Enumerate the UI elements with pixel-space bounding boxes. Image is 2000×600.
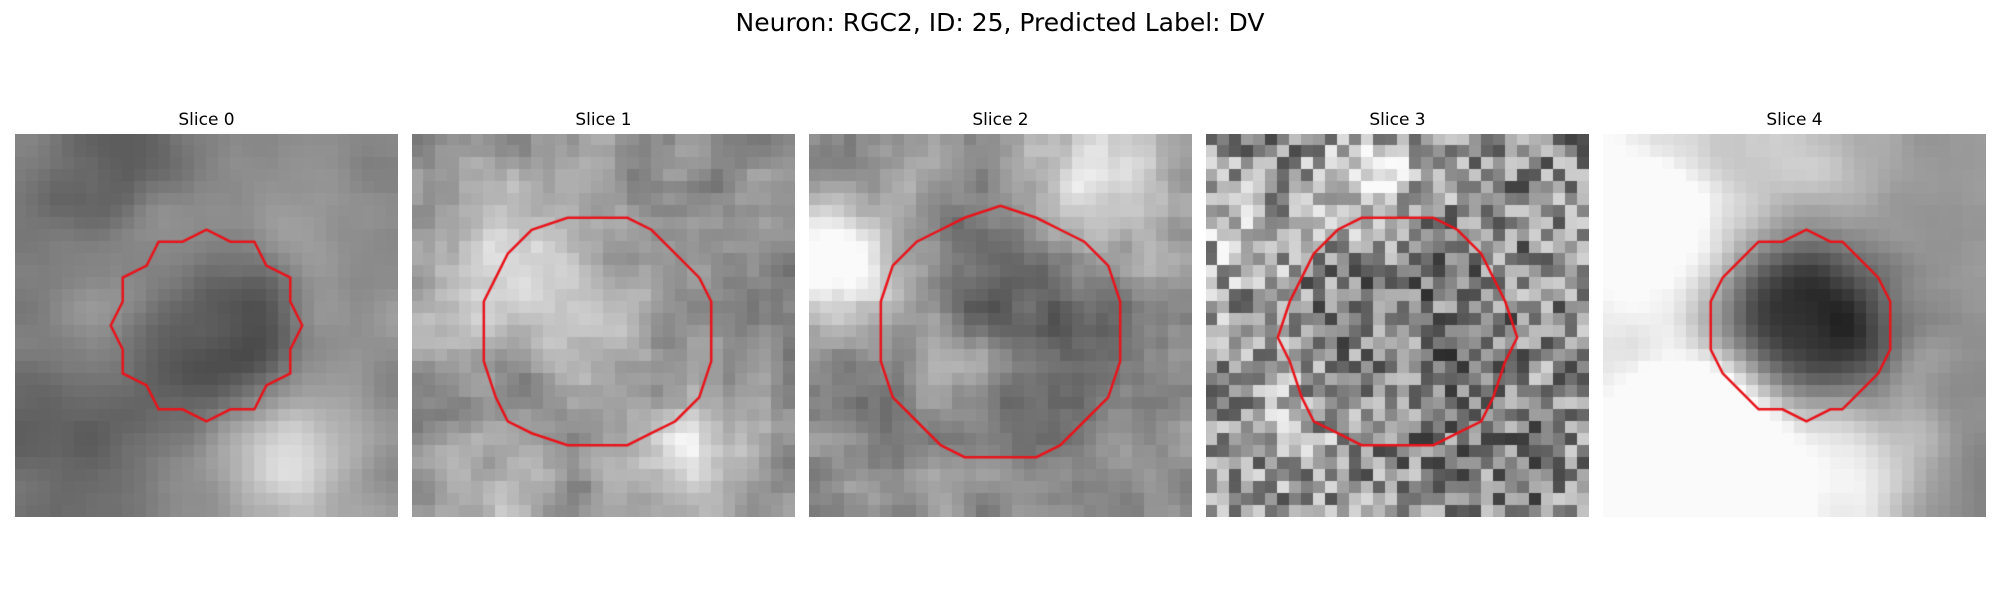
slice-title: Slice 1 <box>575 110 632 130</box>
slice-panel-2: Slice 2 <box>809 110 1192 517</box>
slice-title: Slice 3 <box>1369 110 1426 130</box>
slice-title: Slice 2 <box>972 110 1029 130</box>
slice-image <box>412 134 795 517</box>
slice-title: Slice 4 <box>1766 110 1823 130</box>
slice-title: Slice 0 <box>178 110 235 130</box>
slice-image <box>809 134 1192 517</box>
slice-panel-3: Slice 3 <box>1206 110 1589 517</box>
figure-title: Neuron: RGC2, ID: 25, Predicted Label: D… <box>735 8 1265 37</box>
slice-image <box>1206 134 1589 517</box>
slice-panel-1: Slice 1 <box>412 110 795 517</box>
slice-panel-0: Slice 0 <box>15 110 398 517</box>
slice-panel-4: Slice 4 <box>1603 110 1986 517</box>
slice-image <box>1603 134 1986 517</box>
slice-image <box>15 134 398 517</box>
